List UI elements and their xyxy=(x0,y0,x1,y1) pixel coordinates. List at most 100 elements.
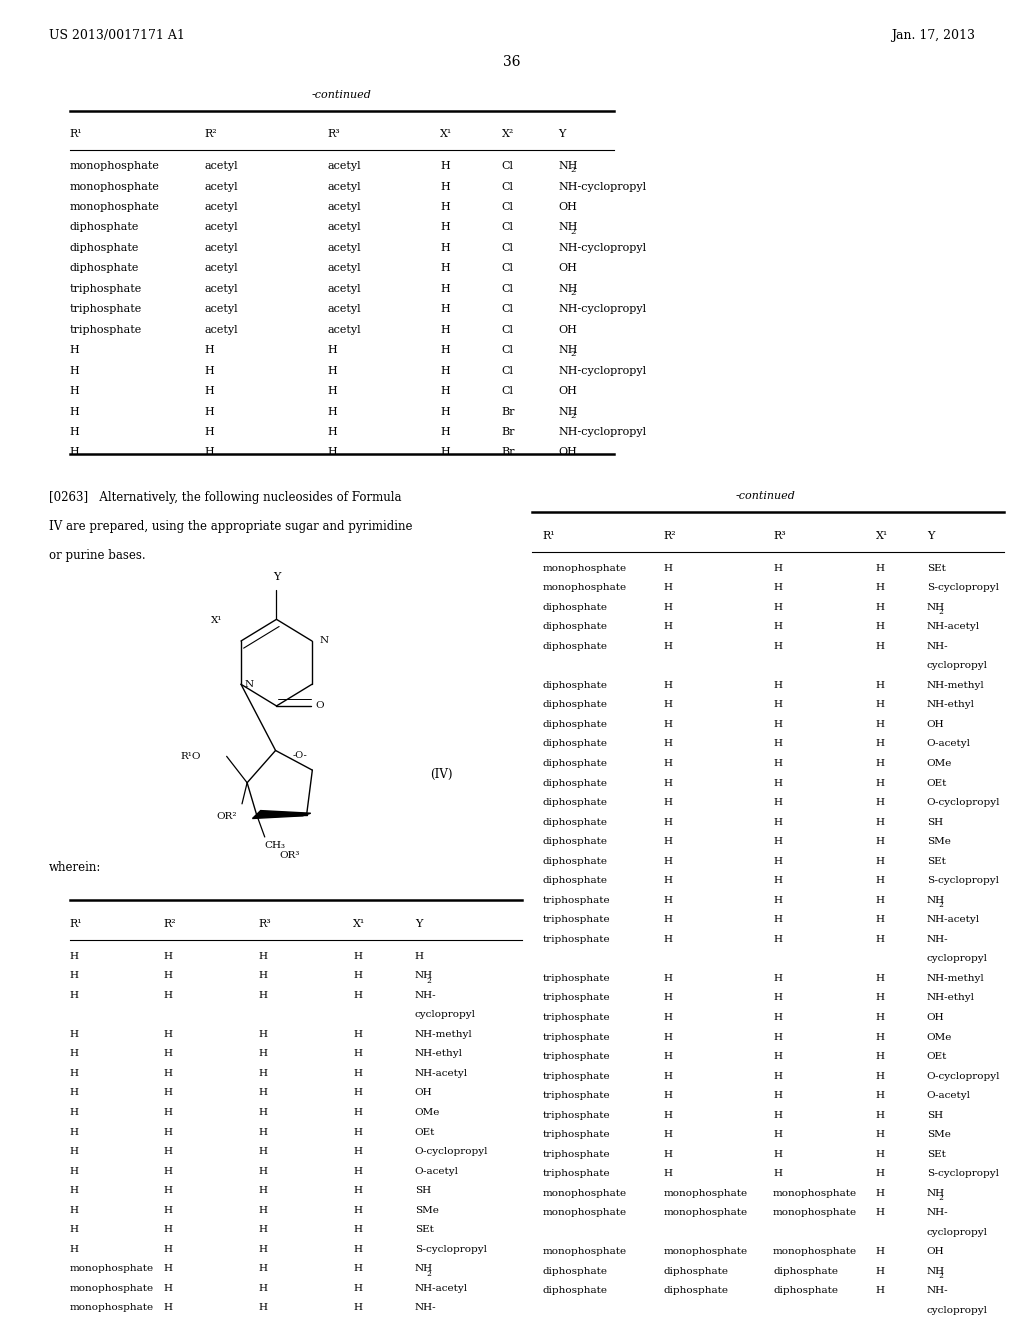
Text: H: H xyxy=(876,1072,885,1081)
Text: OH: OH xyxy=(927,1012,944,1022)
Text: H: H xyxy=(353,1147,362,1156)
Text: H: H xyxy=(664,739,673,748)
Text: 2: 2 xyxy=(570,412,575,420)
Text: H: H xyxy=(205,345,215,355)
Text: H: H xyxy=(258,1030,267,1039)
Text: NH-: NH- xyxy=(927,935,948,944)
Text: H: H xyxy=(876,1208,885,1217)
Text: H: H xyxy=(876,935,885,944)
Text: R²: R² xyxy=(205,129,217,140)
Text: H: H xyxy=(773,564,782,573)
Text: H: H xyxy=(876,681,885,690)
Text: H: H xyxy=(440,426,451,437)
Text: H: H xyxy=(205,426,215,437)
Text: 2: 2 xyxy=(427,977,431,985)
Text: acetyl: acetyl xyxy=(205,222,239,232)
Text: NH: NH xyxy=(558,222,578,232)
Text: diphosphate: diphosphate xyxy=(664,1267,728,1276)
Text: NH: NH xyxy=(415,972,433,981)
Text: R¹: R¹ xyxy=(70,919,82,929)
Text: H: H xyxy=(440,161,451,172)
Text: H: H xyxy=(164,1147,173,1156)
Text: S-cyclopropyl: S-cyclopropyl xyxy=(927,1170,998,1179)
Text: H: H xyxy=(440,385,451,396)
Text: H: H xyxy=(773,1150,782,1159)
Text: diphosphate: diphosphate xyxy=(70,263,139,273)
Text: diphosphate: diphosphate xyxy=(543,1267,607,1276)
Text: acetyl: acetyl xyxy=(328,304,361,314)
Text: H: H xyxy=(258,1069,267,1078)
Text: H: H xyxy=(773,1092,782,1100)
Text: triphosphate: triphosphate xyxy=(543,896,610,904)
Text: cyclopropyl: cyclopropyl xyxy=(415,1010,476,1019)
Text: acetyl: acetyl xyxy=(205,325,239,335)
Text: NH-: NH- xyxy=(415,991,436,999)
Text: OH: OH xyxy=(558,202,577,213)
Text: H: H xyxy=(876,1032,885,1041)
Text: triphosphate: triphosphate xyxy=(543,1072,610,1081)
Text: acetyl: acetyl xyxy=(328,284,361,294)
Text: H: H xyxy=(70,447,80,458)
Text: H: H xyxy=(440,181,451,191)
Text: OR³: OR³ xyxy=(280,851,299,861)
Text: H: H xyxy=(664,935,673,944)
Text: Cl: Cl xyxy=(502,284,514,294)
Text: H: H xyxy=(876,1189,885,1197)
Text: H: H xyxy=(773,994,782,1002)
Text: X¹: X¹ xyxy=(876,531,888,541)
Text: H: H xyxy=(664,1052,673,1061)
Text: H: H xyxy=(70,1127,79,1137)
Text: NH-methyl: NH-methyl xyxy=(415,1030,472,1039)
Text: H: H xyxy=(440,263,451,273)
Text: H: H xyxy=(258,1245,267,1254)
Text: OEt: OEt xyxy=(927,1052,947,1061)
Text: 2: 2 xyxy=(939,1195,943,1203)
Text: H: H xyxy=(353,952,362,961)
Text: H: H xyxy=(664,799,673,807)
Text: 36: 36 xyxy=(503,55,521,70)
Text: Cl: Cl xyxy=(502,366,514,376)
Text: H: H xyxy=(164,1303,173,1312)
Text: H: H xyxy=(664,876,673,886)
Text: Cl: Cl xyxy=(502,345,514,355)
Text: H: H xyxy=(353,1225,362,1234)
Text: H: H xyxy=(328,366,338,376)
Text: H: H xyxy=(664,896,673,904)
Text: triphosphate: triphosphate xyxy=(543,974,610,983)
Text: OH: OH xyxy=(558,385,577,396)
Text: R³: R³ xyxy=(328,129,340,140)
Text: H: H xyxy=(164,1089,173,1097)
Text: Cl: Cl xyxy=(502,222,514,232)
Text: O-cyclopropyl: O-cyclopropyl xyxy=(927,1072,1000,1081)
Text: NH-acetyl: NH-acetyl xyxy=(415,1284,468,1292)
Text: H: H xyxy=(164,1284,173,1292)
Text: monophosphate: monophosphate xyxy=(70,1284,154,1292)
Text: SEt: SEt xyxy=(927,1150,945,1159)
Text: NH-ethyl: NH-ethyl xyxy=(927,994,975,1002)
Text: diphosphate: diphosphate xyxy=(773,1267,838,1276)
Text: H: H xyxy=(70,407,80,417)
Text: H: H xyxy=(876,817,885,826)
Text: H: H xyxy=(876,1052,885,1061)
Text: cyclopropyl: cyclopropyl xyxy=(927,1228,988,1237)
Text: H: H xyxy=(353,1265,362,1274)
Text: H: H xyxy=(205,447,215,458)
Text: H: H xyxy=(70,952,79,961)
Text: H: H xyxy=(258,1089,267,1097)
Text: diphosphate: diphosphate xyxy=(543,681,607,690)
Text: H: H xyxy=(876,1130,885,1139)
Text: H: H xyxy=(664,603,673,611)
Text: H: H xyxy=(876,915,885,924)
Text: H: H xyxy=(664,583,673,593)
Text: acetyl: acetyl xyxy=(328,161,361,172)
Text: H: H xyxy=(773,837,782,846)
Text: H: H xyxy=(773,739,782,748)
Text: H: H xyxy=(773,1072,782,1081)
Text: monophosphate: monophosphate xyxy=(543,564,627,573)
Text: H: H xyxy=(876,857,885,866)
Text: NH-acetyl: NH-acetyl xyxy=(927,622,980,631)
Text: N: N xyxy=(319,636,329,645)
Text: H: H xyxy=(353,1030,362,1039)
Text: Cl: Cl xyxy=(502,243,514,253)
Text: H: H xyxy=(664,564,673,573)
